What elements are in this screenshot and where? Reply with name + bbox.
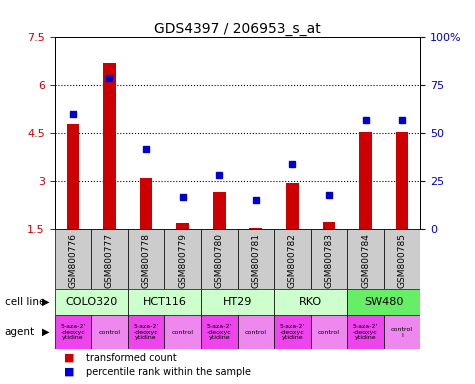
Bar [128, 315, 164, 349]
Text: 5-aza-2'
-deoxyc
ytidine: 5-aza-2' -deoxyc ytidine [353, 324, 378, 341]
Text: control: control [245, 329, 267, 335]
Bar [55, 315, 91, 349]
Bar [128, 229, 164, 289]
Bar [213, 192, 226, 229]
Text: control: control [318, 329, 340, 335]
Bar [91, 229, 128, 289]
Text: GSM800778: GSM800778 [142, 233, 151, 288]
Text: control
l: control l [391, 327, 413, 338]
Bar [347, 289, 420, 315]
Bar [201, 289, 274, 315]
Text: GSM800777: GSM800777 [105, 233, 114, 288]
Bar [359, 132, 372, 229]
Text: SW480: SW480 [364, 297, 403, 307]
Bar [201, 315, 238, 349]
Text: GSM800785: GSM800785 [398, 233, 407, 288]
Bar [103, 63, 116, 229]
Bar [140, 178, 152, 229]
Bar [396, 132, 408, 229]
Text: GSM800780: GSM800780 [215, 233, 224, 288]
Text: GSM800776: GSM800776 [68, 233, 77, 288]
Bar [66, 124, 79, 229]
Text: COLO320: COLO320 [65, 297, 117, 307]
Text: transformed count: transformed count [86, 353, 176, 363]
Bar [274, 315, 311, 349]
Bar [176, 223, 189, 229]
Text: 5-aza-2'
-deoxyc
ytidine: 5-aza-2' -deoxyc ytidine [280, 324, 305, 341]
Text: HCT116: HCT116 [142, 297, 186, 307]
Text: control: control [98, 329, 121, 335]
Text: GSM800783: GSM800783 [324, 233, 333, 288]
Bar [384, 315, 420, 349]
Bar [238, 229, 274, 289]
Text: 5-aza-2'
-deoxyc
ytidine: 5-aza-2' -deoxyc ytidine [60, 324, 86, 341]
Text: control: control [171, 329, 194, 335]
Bar [128, 289, 201, 315]
Bar [274, 229, 311, 289]
Text: GSM800784: GSM800784 [361, 233, 370, 288]
Bar [311, 315, 347, 349]
Bar [384, 229, 420, 289]
Text: GSM800782: GSM800782 [288, 233, 297, 288]
Bar [164, 229, 201, 289]
Bar [347, 315, 384, 349]
Bar [323, 222, 335, 229]
Text: 5-aza-2'
-deoxyc
ytidine: 5-aza-2' -deoxyc ytidine [133, 324, 159, 341]
Text: HT29: HT29 [223, 297, 252, 307]
Text: ▶: ▶ [42, 297, 50, 307]
Bar [311, 229, 347, 289]
Bar [55, 229, 91, 289]
Text: cell line: cell line [5, 297, 45, 307]
Text: GSM800781: GSM800781 [251, 233, 260, 288]
Bar [201, 229, 238, 289]
Text: ■: ■ [64, 353, 75, 363]
Text: ▶: ▶ [42, 327, 50, 337]
Text: ■: ■ [64, 367, 75, 377]
Text: RKO: RKO [299, 297, 322, 307]
Text: 5-aza-2'
-deoxyc
ytidine: 5-aza-2' -deoxyc ytidine [207, 324, 232, 341]
Bar [347, 229, 384, 289]
Bar [249, 228, 262, 229]
Bar [274, 289, 347, 315]
Text: percentile rank within the sample: percentile rank within the sample [86, 367, 250, 377]
Text: agent: agent [5, 327, 35, 337]
Title: GDS4397 / 206953_s_at: GDS4397 / 206953_s_at [154, 22, 321, 36]
Bar [238, 315, 274, 349]
Bar [91, 315, 128, 349]
Bar [286, 183, 299, 229]
Bar [55, 289, 128, 315]
Bar [164, 315, 201, 349]
Text: GSM800779: GSM800779 [178, 233, 187, 288]
